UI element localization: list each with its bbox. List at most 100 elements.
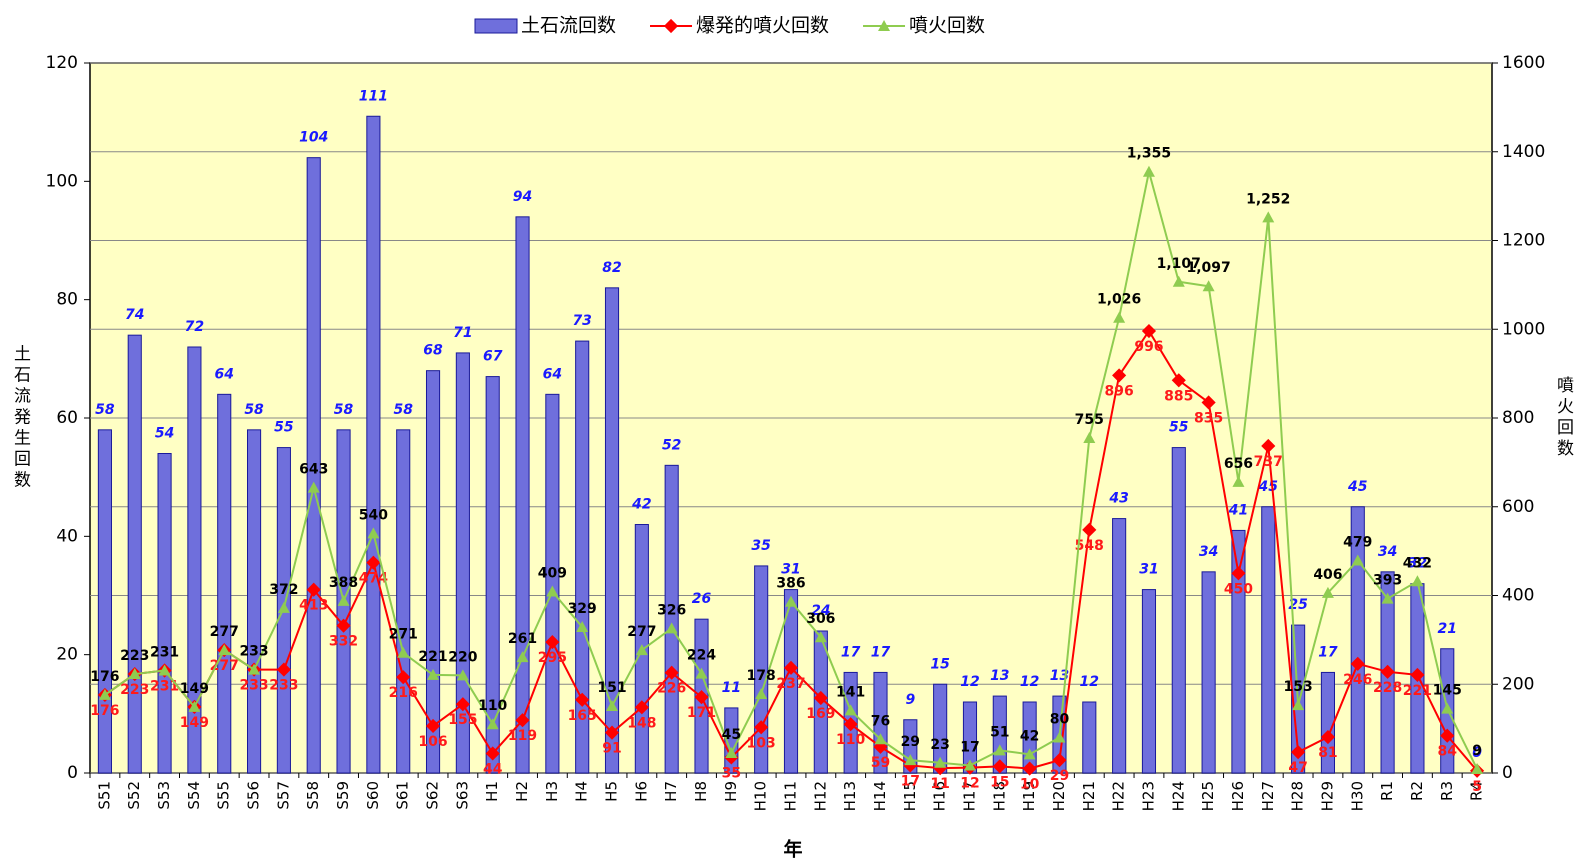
value-label: 413 [299,598,328,614]
x-tick-label: H4 [573,781,591,802]
bar [485,376,500,774]
marker [785,595,797,607]
value-label: 548 [1075,538,1104,554]
bar-value-label: 31 [1139,562,1158,578]
marker [813,690,828,706]
bar-value-label: 12 [960,674,979,690]
y2-tick-label: 400 [1502,586,1534,606]
marker [1113,311,1126,323]
value-label: 643 [299,462,328,478]
x-tick-label: H1 [483,781,501,802]
value-label: 388 [329,575,358,591]
marker [1082,522,1097,537]
marker [993,744,1006,756]
bar-value-label: 54 [155,426,174,442]
y2-tick-label: 200 [1502,674,1534,694]
marker [814,631,827,643]
marker [425,718,441,734]
bar-value-label: 9 [905,692,915,708]
value-label: 80 [1050,712,1070,728]
x-axis-title: 年 [783,838,802,861]
bar-value-label: 68 [423,343,443,359]
marker [218,644,231,656]
bar-value-label: 104 [299,130,328,146]
bar [1112,518,1127,774]
x-tick-label: H30 [1348,781,1366,811]
marker [1440,728,1455,743]
bar-value-label: 58 [95,402,115,418]
value-label: 233 [239,644,268,660]
marker [1262,211,1275,223]
legend-label: 土石流回数 [521,15,616,37]
marker [634,700,649,715]
value-label: 165 [568,708,597,724]
marker [1231,566,1246,581]
marker [725,747,738,759]
x-tick-label: R3 [1438,781,1456,801]
marker [754,720,769,735]
marker [1441,702,1454,714]
marker [1351,554,1364,566]
x-tick-label: H9 [722,781,740,802]
value-label: 231 [150,644,179,660]
bar [425,370,441,774]
marker [1053,731,1066,743]
value-label: 110 [836,732,865,748]
marker [843,717,858,732]
value-label: 261 [508,631,537,647]
value-label: 224 [687,648,716,664]
value-label: 329 [568,601,597,617]
value-label: 155 [448,712,477,728]
value-label: 372 [269,582,298,598]
value-label: 29 [1050,768,1069,784]
bar-value-label: 58 [244,402,264,418]
bar-value-label: 13 [990,668,1009,684]
value-label: 45 [722,727,741,743]
bar-value-label: 72 [185,319,204,335]
marker [1261,438,1276,454]
y-tick-label: 60 [56,408,78,428]
bar-value-label: 73 [572,313,591,329]
value-label: 221 [418,649,447,665]
bar [545,393,560,774]
value-label: 12 [960,776,979,792]
marker [874,733,887,745]
marker [695,667,708,679]
value-label: 169 [806,706,835,722]
marker [1291,745,1306,760]
marker [1380,664,1395,679]
marker [1292,699,1305,711]
x-tick-label: R1 [1378,781,1396,801]
value-label: 393 [1373,573,1402,589]
x-tick-label: H12 [811,781,829,811]
x-tick-label: H5 [603,781,621,802]
value-label: 409 [538,566,567,582]
x-tick-label: H19 [1020,781,1038,811]
x-tick-label: S57 [274,781,292,810]
marker [755,688,768,700]
bar-value-label: 111 [359,88,388,104]
bar [1261,506,1276,774]
value-label: 228 [1373,680,1402,696]
marker [694,690,709,705]
value-label: 306 [806,611,835,627]
value-label: 149 [180,681,209,697]
value-label: 474 [359,571,388,587]
value-label: 1,355 [1127,146,1171,162]
marker [98,688,111,700]
value-label: 148 [627,715,656,731]
bar [157,453,172,774]
marker [963,759,976,771]
value-label: 176 [90,669,119,685]
x-tick-label: H21 [1080,781,1098,811]
x-tick-label: H25 [1199,781,1217,811]
x-tick-label: H3 [543,781,561,802]
x-tick-label: H2 [513,781,531,802]
x-tick-label: S63 [453,781,471,810]
marker [337,594,350,606]
marker [158,664,171,676]
marker [1023,748,1036,760]
x-tick-label: S60 [364,781,382,810]
bar [97,429,112,774]
